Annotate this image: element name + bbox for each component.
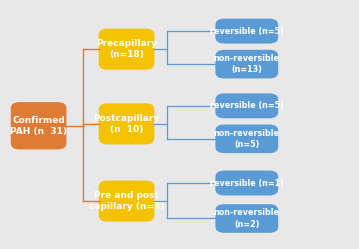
FancyBboxPatch shape [11, 102, 66, 149]
Text: reversible (n=5): reversible (n=5) [210, 27, 284, 36]
FancyBboxPatch shape [99, 29, 154, 70]
FancyBboxPatch shape [215, 124, 278, 153]
Text: Postcapillary
(n  10): Postcapillary (n 10) [93, 114, 160, 134]
Text: non-reversible
(n=2): non-reversible (n=2) [214, 208, 280, 229]
FancyBboxPatch shape [215, 204, 278, 233]
Text: non-reversible
(n=13): non-reversible (n=13) [214, 54, 280, 74]
Text: reversible (n=1): reversible (n=1) [210, 179, 284, 187]
Text: non-reversible
(n=5): non-reversible (n=5) [214, 129, 280, 149]
FancyBboxPatch shape [215, 93, 278, 118]
FancyBboxPatch shape [215, 171, 278, 195]
FancyBboxPatch shape [215, 19, 278, 44]
FancyBboxPatch shape [215, 50, 278, 78]
Text: Pre and post
capillary (n=3): Pre and post capillary (n=3) [89, 191, 164, 211]
FancyBboxPatch shape [99, 181, 154, 222]
Text: Confirmed
PAH (n  31): Confirmed PAH (n 31) [10, 116, 67, 136]
Text: Precapillary
(n=18): Precapillary (n=18) [96, 39, 157, 59]
FancyBboxPatch shape [99, 103, 154, 144]
Text: reversible (n=5): reversible (n=5) [210, 101, 284, 110]
